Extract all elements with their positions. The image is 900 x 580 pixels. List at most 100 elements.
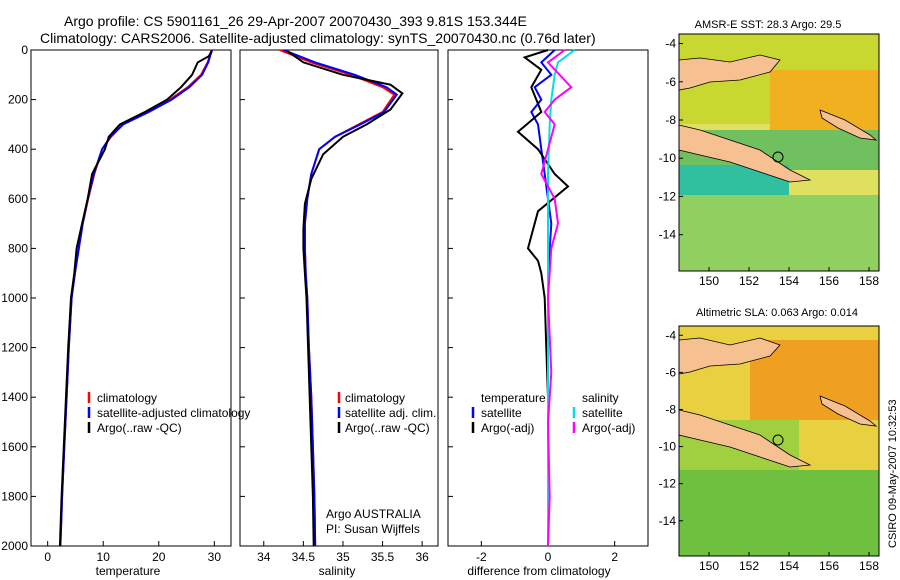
map-sst-title: AMSR-E SST: 28.3 Argo: 29.5 [695, 19, 842, 31]
map-sla-island [819, 395, 878, 427]
x-tick-label: 10 [97, 550, 111, 564]
header-line-2: Climatology: CARS2006. Satellite-adjuste… [40, 30, 596, 46]
map-y-tick-label: -6 [665, 75, 676, 89]
timestamp-credit: CSIRO 09-May-2007 10:32:53 [887, 399, 899, 548]
map-sla-landmass [678, 409, 812, 468]
map-x-tick-label: 152 [739, 559, 759, 573]
argo-float-marker [772, 434, 784, 446]
x-tick-label: 35 [336, 550, 350, 564]
series-line [59, 49, 213, 547]
map-sla-frame [678, 325, 880, 557]
credit-line-1: Argo AUSTRALIA [326, 507, 421, 521]
temperature-panel-frame [30, 49, 232, 547]
map-x-tick-label: 158 [859, 559, 879, 573]
difference-xlabel: difference from climatology [467, 564, 610, 578]
legend-label: salinity [582, 391, 619, 405]
map-x-tick-label: 156 [819, 274, 839, 288]
legend-label: satellite [582, 406, 623, 420]
map-x-tick-label: 152 [739, 274, 759, 288]
legend-label: satellite [481, 406, 522, 420]
map-sst-landmass [678, 54, 781, 91]
map-x-tick-label: 156 [819, 559, 839, 573]
map-sla-landmass [678, 337, 781, 375]
difference-legend-temperature: temperature satellite Argo(-adj) [471, 391, 546, 435]
y-tick-label: 200 [8, 93, 28, 107]
y-tick-label: 400 [8, 142, 28, 156]
series-line [516, 49, 570, 546]
map-y-tick-label: -10 [659, 440, 677, 454]
series-line [547, 49, 576, 546]
series-line [59, 49, 214, 547]
legend-label: temperature [481, 391, 546, 405]
y-tick-label: 1800 [1, 489, 28, 503]
series-line [286, 50, 404, 547]
y-tick-label: 0 [21, 43, 28, 57]
map-sst-island [819, 109, 878, 141]
temperature-legend: climatology satellite-adjusted climatolo… [87, 391, 250, 435]
difference-legend-salinity: salinity satellite Argo(-adj) [572, 391, 635, 435]
argo-float-marker [772, 151, 784, 163]
map-x-tick-label: 150 [699, 274, 719, 288]
map-x-tick-label: 154 [779, 559, 799, 573]
series-line [540, 49, 573, 547]
map-sst-south-band [679, 195, 879, 271]
map-sla [678, 325, 880, 557]
series-line [283, 49, 399, 547]
y-tick-label: 800 [8, 241, 28, 255]
x-tick-label: 34 [257, 550, 271, 564]
x-tick-label: 36 [415, 550, 429, 564]
y-tick-label: 600 [8, 192, 28, 206]
map-sst [678, 33, 880, 272]
y-tick-label: 1000 [1, 291, 28, 305]
x-tick-label: 35.5 [371, 550, 395, 564]
y-tick-label: 1600 [1, 440, 28, 454]
salinity-xlabel: salinity [319, 564, 356, 578]
profile-plots: 0 10 20 30020040060080010001200140016001800… [1, 43, 618, 564]
x-tick-label: 30 [208, 550, 222, 564]
legend-label: Argo(-adj) [481, 421, 534, 435]
map-y-tick-label: -4 [665, 37, 676, 51]
legend-label: climatology [345, 391, 405, 405]
legend-label: climatology [97, 391, 157, 405]
series-line [279, 49, 396, 547]
header-line-1: Argo profile: CS 5901161_26 29-Apr-2007 … [64, 13, 527, 29]
temperature-xlabel: temperature [96, 564, 161, 578]
legend-label: Argo(-adj) [582, 421, 635, 435]
salinity-legend: climatology satellite adj. clim. Argo(..… [337, 391, 436, 435]
map-y-tick-label: -12 [659, 189, 677, 203]
legend-label: satellite-adjusted climatology [97, 406, 250, 420]
y-tick-label: 2000 [1, 539, 28, 553]
salinity-panel-frame [239, 49, 439, 547]
series-line [530, 49, 556, 546]
map-x-tick-label: 154 [779, 274, 799, 288]
legend-label: Argo(..raw -QC) [345, 421, 430, 435]
map-y-tick-label: -14 [659, 514, 677, 528]
x-tick-label: 0 [44, 550, 51, 564]
map-y-tick-label: -10 [659, 151, 677, 165]
map-x-tick-label: 150 [699, 559, 719, 573]
x-tick-label: -2 [476, 550, 487, 564]
map-ticks: 150 152 154 156 158 -4 -6 -8 -10 -12 -14 150 152 154 1… [659, 37, 880, 573]
series-line [58, 50, 213, 547]
map-sst-landmass [678, 124, 812, 183]
map-y-tick-label: -8 [665, 113, 676, 127]
map-sla-south-band [679, 470, 879, 556]
map-y-tick-label: -6 [665, 365, 676, 379]
map-y-tick-label: -8 [665, 402, 676, 416]
map-x-tick-label: 158 [859, 274, 879, 288]
x-tick-label: 34.5 [292, 550, 316, 564]
map-sst-frame [678, 33, 880, 272]
legend-label: satellite adj. clim. [345, 406, 436, 420]
map-y-tick-label: -12 [659, 477, 677, 491]
x-tick-label: 20 [152, 550, 166, 564]
map-y-tick-label: -4 [665, 328, 676, 342]
x-tick-label: 0 [545, 550, 552, 564]
map-sst-orange-area [770, 70, 879, 130]
y-tick-label: 1200 [1, 341, 28, 355]
y-tick-label: 1400 [1, 390, 28, 404]
x-tick-label: 2 [611, 550, 618, 564]
legend-label: Argo(..raw -QC) [97, 421, 182, 435]
credit-line-2: PI: Susan Wijffels [326, 522, 420, 536]
map-sla-title: Altimetric SLA: 0.063 Argo: 0.014 [696, 307, 858, 319]
